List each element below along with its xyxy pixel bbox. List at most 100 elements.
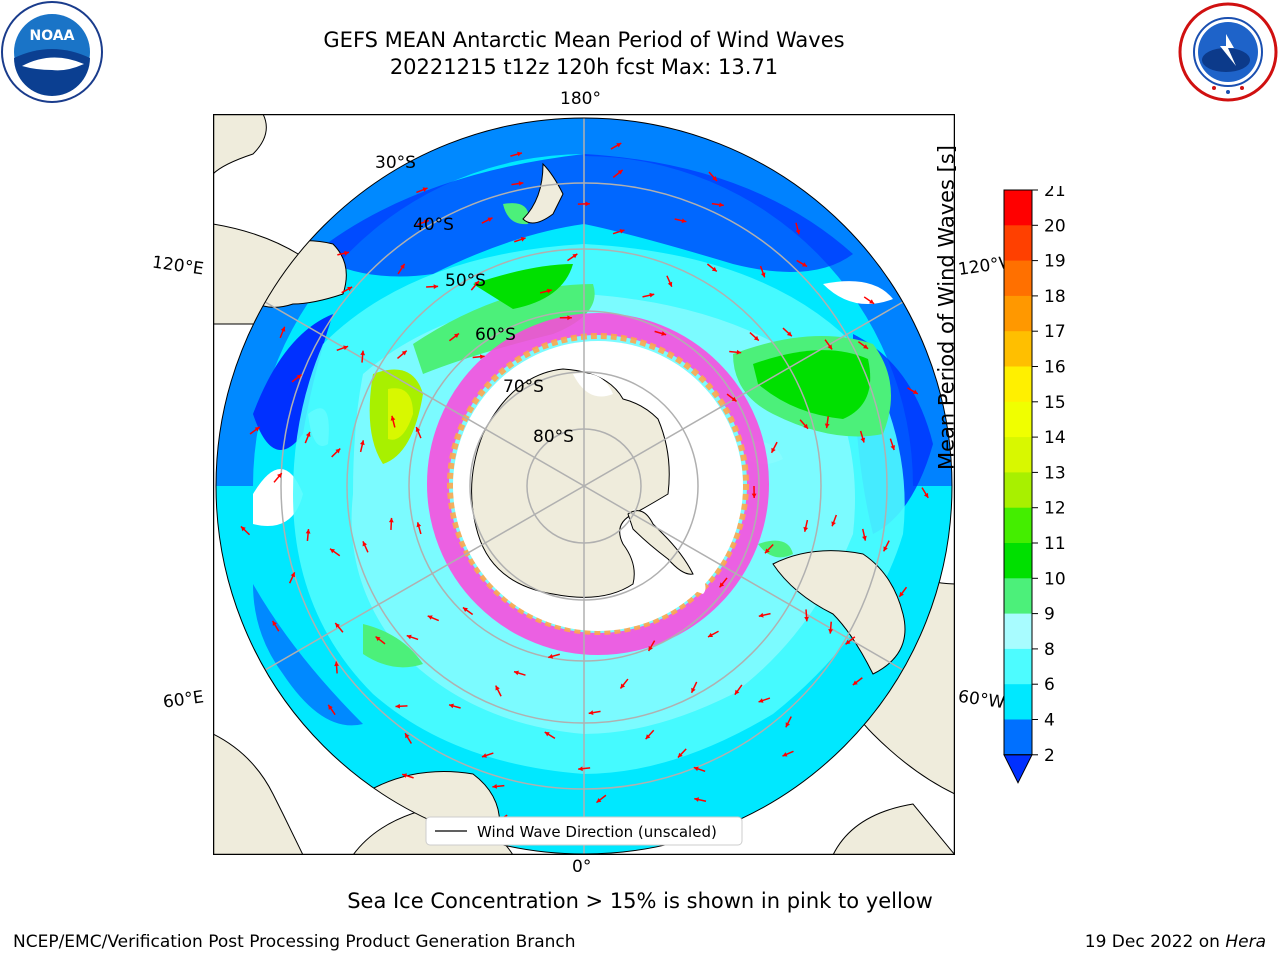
wind-arrow-head	[406, 634, 412, 640]
wind-arrow-head	[661, 331, 667, 336]
colorbar-band	[1004, 648, 1032, 685]
wind-arrow-head	[785, 722, 790, 728]
wind-arrow-head	[254, 426, 260, 432]
legend-label: Wind Wave Direction (unscaled)	[477, 823, 717, 841]
wind-arrow-head	[734, 689, 740, 695]
wind-arrow-head	[517, 151, 522, 157]
wind-arrow-head	[588, 710, 594, 715]
wind-arrow-head	[758, 612, 764, 618]
wind-arrow-head	[405, 733, 410, 739]
noaa-logo-icon: NOAA	[1, 1, 103, 103]
colorbar-tick-label: 2	[1044, 746, 1055, 766]
wind-arrow-head	[481, 753, 487, 758]
wind-arrow-head	[375, 636, 381, 642]
wind-arrow-head	[667, 281, 673, 287]
colorbar-tick-label: 15	[1044, 393, 1066, 413]
wind-arrow-head	[751, 493, 757, 498]
wind-arrow-head	[433, 284, 439, 290]
wind-arrow-head	[912, 389, 918, 394]
colorbar: 21 20 19 18 17 16 15 14 13 12 11 10 9 8 6 4 2	[1003, 186, 1066, 784]
colorbar-band	[1004, 331, 1032, 367]
lat-label-60s: 60°S	[475, 325, 516, 345]
wind-arrow-head	[883, 546, 888, 552]
wind-arrow-head	[347, 286, 353, 292]
footer-date: 19 Dec 2022 on Hera	[1085, 932, 1266, 952]
map-legend: Wind Wave Direction (unscaled)	[425, 816, 743, 846]
colorbar-title: Mean Period of Wind Waves [s]	[934, 145, 959, 470]
wind-arrow-head	[616, 143, 622, 148]
colorbar-band	[1004, 437, 1032, 473]
wind-arrow-head	[862, 535, 867, 541]
wind-arrow-head	[860, 437, 866, 443]
wind-arrow-head	[736, 349, 742, 355]
lon-label-180: 180°	[560, 89, 601, 109]
wind-arrow-head	[863, 344, 869, 349]
lon-label-0: 0°	[572, 857, 592, 877]
wind-arrow-head	[334, 661, 339, 667]
polar-map: 30°S 40°S 50°S 60°S 70°S 80°S Wind Wave …	[213, 114, 955, 855]
wind-arrow-head	[648, 646, 653, 652]
wind-arrow-head	[449, 703, 454, 709]
wind-arrow-head	[427, 615, 433, 620]
wind-arrow-head	[401, 350, 407, 356]
wind-arrow-head	[731, 396, 737, 402]
wind-arrow-head	[518, 181, 524, 186]
wind-arrow-head	[335, 622, 340, 628]
wind-arrow-head	[395, 703, 400, 709]
colorbar-tick-label: 19	[1044, 252, 1066, 272]
wind-arrow-head	[899, 591, 904, 597]
wind-arrow-head	[771, 447, 776, 453]
colorbar-tick-label: 12	[1044, 499, 1066, 519]
colorbar-band	[1004, 578, 1032, 615]
wind-arrow-head	[487, 217, 493, 222]
lat-label-50s: 50°S	[445, 271, 486, 291]
wind-arrow-head	[803, 526, 809, 532]
lat-label-40s: 40°S	[413, 215, 454, 235]
wind-arrow-head	[719, 202, 724, 208]
colorbar-band	[1004, 613, 1032, 650]
wind-arrow-head	[795, 229, 801, 235]
wind-arrow-head	[567, 315, 572, 321]
colorbar-band	[1004, 472, 1032, 509]
colorbar-tick-label: 20	[1044, 216, 1066, 236]
wind-arrow-head	[758, 698, 764, 703]
colorbar-tick-label: 8	[1044, 640, 1055, 660]
lat-label-80s: 80°S	[533, 427, 574, 447]
wind-arrow-head	[693, 766, 699, 772]
wind-arrow-head	[305, 431, 311, 437]
wind-arrow-head	[681, 218, 687, 224]
wind-arrow-head	[578, 766, 583, 772]
lon-label-60e: 60°E	[161, 687, 206, 713]
wind-arrow-head	[415, 427, 421, 432]
footer-machine: Hera	[1225, 932, 1266, 952]
wind-arrow-head	[474, 280, 480, 286]
chart-title: GEFS MEAN Antarctic Mean Period of Wind …	[323, 28, 845, 52]
wind-arrow-head	[402, 773, 408, 778]
wind-arrow-head	[845, 639, 851, 645]
wind-arrow-head	[479, 354, 485, 360]
wind-arrow-head	[296, 374, 302, 380]
wind-arrow-head	[585, 201, 590, 207]
colorbar-tick-label: 13	[1044, 463, 1066, 483]
wind-arrow-head	[694, 797, 700, 802]
lon-label-60w: 60°W	[956, 686, 1007, 714]
wind-arrow-head	[492, 784, 498, 789]
wind-arrow-head	[764, 548, 770, 554]
wind-arrow-head	[691, 687, 696, 693]
wind-arrow-head	[495, 685, 500, 691]
wind-arrow-head	[290, 572, 295, 578]
colorbar-band	[1004, 225, 1032, 262]
colorbar-tick-label: 9	[1044, 605, 1055, 625]
colorbar-band	[1004, 366, 1032, 403]
wind-arrow-head	[272, 620, 277, 626]
wind-arrow-head	[712, 176, 717, 181]
wind-arrow-head	[514, 670, 519, 676]
colorbar-band	[1004, 684, 1032, 720]
wind-arrow-head	[305, 529, 311, 534]
footer-date-text: 19 Dec 2022 on	[1084, 932, 1226, 952]
colorbar-band	[1004, 507, 1032, 544]
colorbar-tick-label: 16	[1044, 358, 1066, 378]
wind-arrow-head	[462, 607, 468, 612]
lat-label-70s: 70°S	[503, 377, 544, 397]
wind-arrow-head	[416, 522, 422, 528]
